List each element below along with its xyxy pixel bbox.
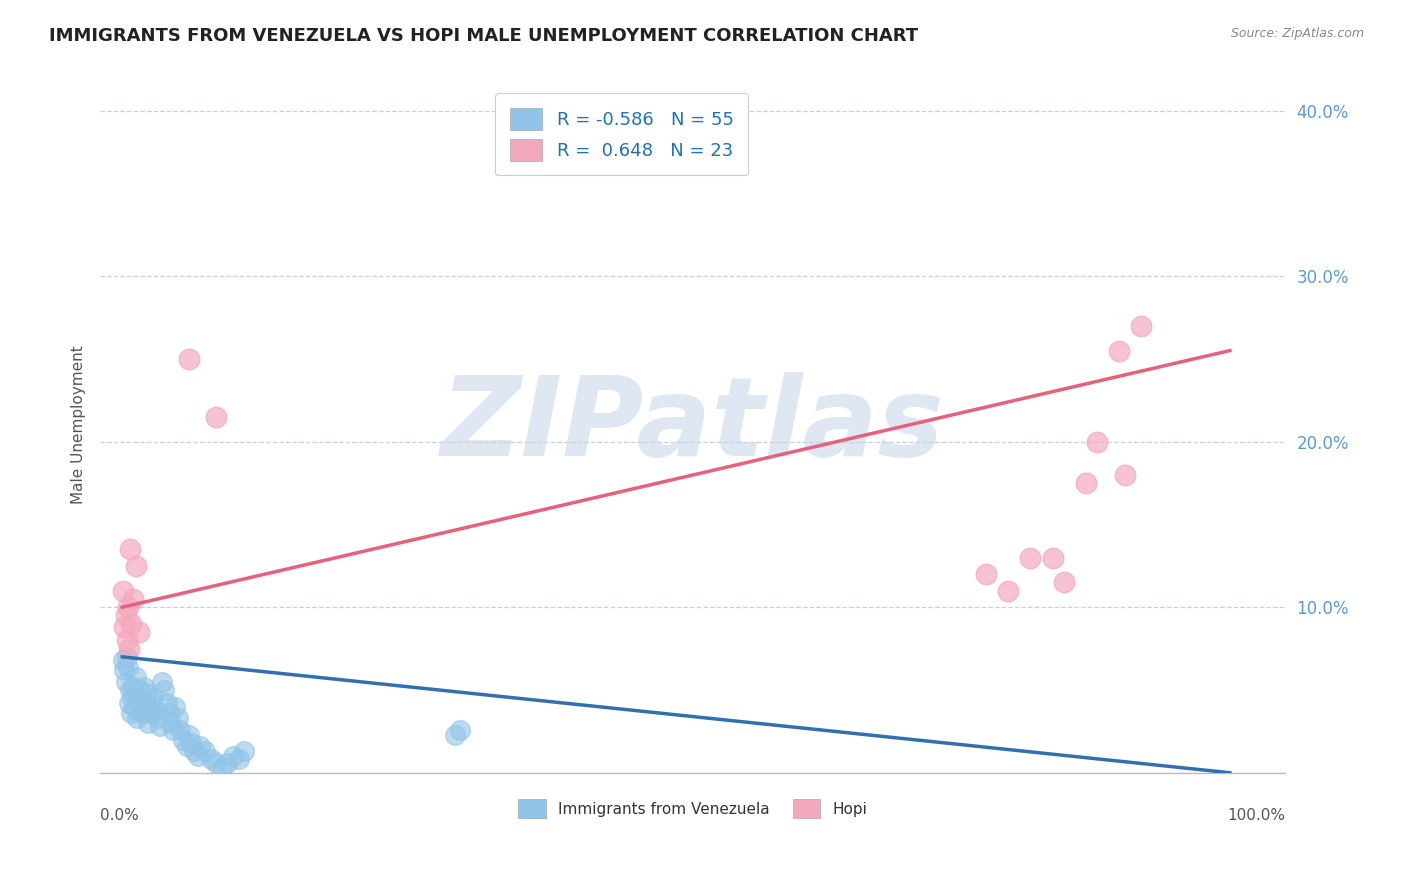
Point [233,744,256,758]
Point [120,706,142,720]
Point [177,728,200,742]
Point [125,711,148,725]
Point [165,699,187,714]
Text: ZIPatlas: ZIPatlas [441,372,945,479]
Point [127,690,149,704]
Point [121,690,143,704]
Point [129,696,152,710]
Point [117,660,139,674]
Point [1053,575,1076,590]
Point [122,591,145,606]
Point [160,716,183,731]
Point [176,739,198,754]
Text: 100.0%: 100.0% [1227,807,1285,822]
Point [177,351,200,366]
Point [122,680,145,694]
Point [128,683,150,698]
Point [112,653,135,667]
Point [136,716,159,731]
Point [138,699,160,714]
Point [997,583,1019,598]
Point [146,711,169,725]
Point [153,683,176,698]
Point [118,542,141,557]
Point [118,696,141,710]
Point [180,736,202,750]
Point [114,620,136,634]
Point [114,608,136,623]
Point [1085,434,1108,449]
Point [142,690,165,704]
Point [1019,550,1042,565]
Point [1074,476,1097,491]
Point [124,670,146,684]
Point [974,567,997,582]
Point [211,761,233,775]
Point [150,674,173,689]
Point [124,699,146,714]
Point [131,706,153,720]
Point [157,706,180,720]
Point [124,558,146,573]
Point [217,756,239,770]
Text: IMMIGRANTS FROM VENEZUELA VS HOPI MALE UNEMPLOYMENT CORRELATION CHART: IMMIGRANTS FROM VENEZUELA VS HOPI MALE U… [49,27,918,45]
Point [205,756,228,770]
Point [1114,467,1136,482]
Point [222,749,245,764]
Point [114,674,136,689]
Point [120,616,142,631]
Point [443,728,465,742]
Point [135,686,157,700]
Point [134,680,156,694]
Point [115,649,138,664]
Point [155,696,177,710]
Point [1130,318,1153,333]
Point [139,706,162,720]
Point [200,752,222,766]
Y-axis label: Male Unemployment: Male Unemployment [72,346,86,505]
Point [205,409,228,424]
Point [114,663,136,677]
Point [149,719,172,733]
Text: Source: ZipAtlas.com: Source: ZipAtlas.com [1230,27,1364,40]
Point [129,703,152,717]
Point [183,744,205,758]
Point [194,744,217,758]
Point [1108,343,1130,358]
Point [187,749,209,764]
Point [118,683,141,698]
Point [128,625,150,640]
Point [145,703,167,717]
Point [118,641,141,656]
Point [139,699,162,714]
Point [135,694,157,708]
Point [449,723,471,737]
Point [188,739,211,754]
Point [228,752,250,766]
Point [169,723,191,737]
Point [166,711,188,725]
Point [112,583,135,598]
Point [172,732,194,747]
Point [1042,550,1064,565]
Point [115,633,138,648]
Text: 0.0%: 0.0% [100,807,139,822]
Point [162,723,184,737]
Legend: Immigrants from Venezuela, Hopi: Immigrants from Venezuela, Hopi [512,793,873,824]
Point [117,600,139,615]
